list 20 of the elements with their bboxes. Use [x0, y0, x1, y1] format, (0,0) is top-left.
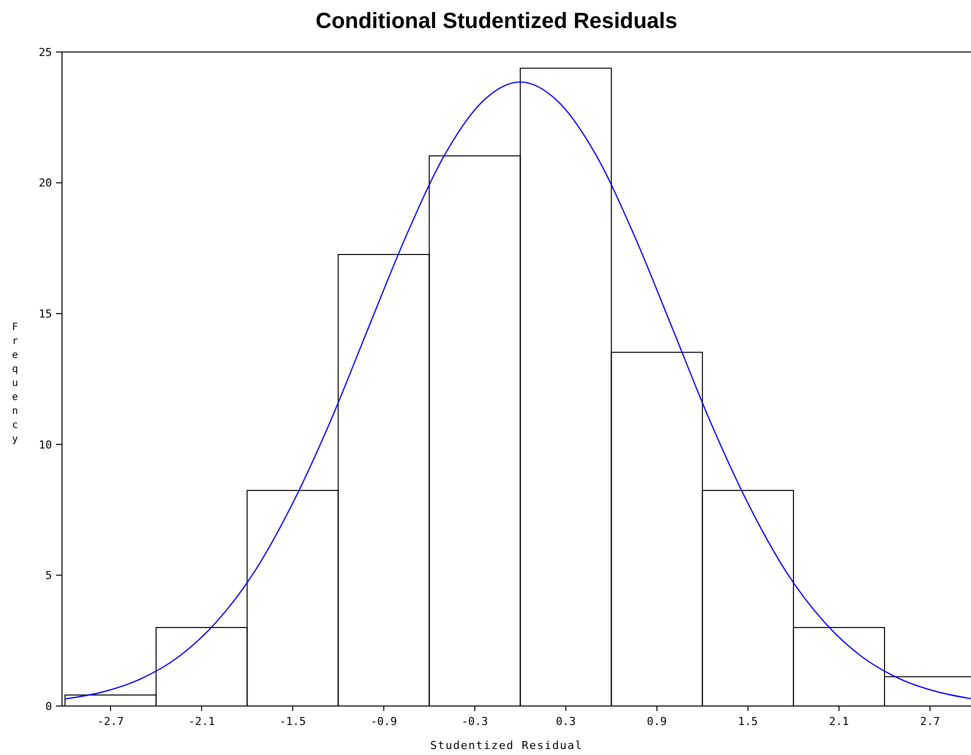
- text: Frequency: [12, 322, 18, 445]
- x-tick-label: -0.9: [370, 715, 397, 728]
- x-tick-label: -0.3: [462, 715, 488, 728]
- x-tick-label: 0.9: [646, 715, 667, 728]
- y-tick-label: 5: [45, 569, 52, 582]
- x-tick-label: 1.5: [738, 715, 758, 728]
- y-tick-label: 15: [38, 307, 52, 320]
- x-tick-label: 2.7: [920, 715, 940, 728]
- x-axis-title: Studentized Residual: [430, 739, 583, 752]
- line-series: [64, 81, 971, 700]
- x-tick-label: -2.1: [188, 715, 215, 728]
- y-tick-label: 0: [45, 700, 52, 713]
- x-tick-label: -2.7: [97, 715, 124, 728]
- x-tick-label: -1.5: [279, 715, 306, 728]
- y-tick-label: 20: [38, 176, 52, 190]
- chart-title: Conditional Studentized Residuals: [316, 8, 678, 33]
- x-tick-label: 2.1: [829, 715, 849, 728]
- y-tick-label: 10: [38, 438, 52, 452]
- y-tick-label: 25: [38, 46, 52, 59]
- x-tick-label: 0.3: [556, 715, 576, 728]
